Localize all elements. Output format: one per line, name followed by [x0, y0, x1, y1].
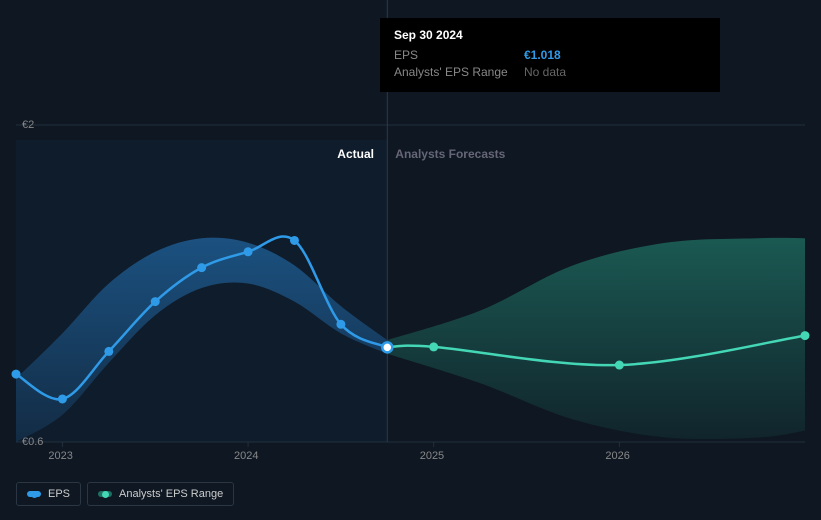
analysts-range-forecast	[387, 238, 805, 439]
y-tick-label: €0.6	[22, 436, 43, 448]
region-label-forecast: Analysts Forecasts	[395, 147, 505, 161]
legend-label: Analysts' EPS Range	[119, 488, 223, 500]
region-label-actual: Actual	[337, 147, 374, 161]
eps-forecast-marker[interactable]	[615, 361, 624, 370]
eps-chart: Sep 30 2024 EPS €1.018 Analysts' EPS Ran…	[0, 0, 821, 520]
eps-marker[interactable]	[104, 347, 113, 356]
eps-forecast-marker[interactable]	[801, 331, 810, 340]
x-tick-label: 2023	[48, 450, 72, 462]
legend-swatch-icon	[27, 491, 41, 497]
x-tick-label: 2025	[420, 450, 444, 462]
legend-item[interactable]: EPS	[16, 482, 81, 506]
x-tick-label: 2024	[234, 450, 258, 462]
cursor-marker[interactable]	[382, 342, 392, 352]
tooltip-eps-value: €1.018	[524, 48, 561, 62]
eps-marker[interactable]	[336, 320, 345, 329]
tooltip-range-value: No data	[524, 65, 566, 79]
eps-marker[interactable]	[197, 263, 206, 272]
x-tick-label: 2026	[605, 450, 629, 462]
legend-swatch-icon	[98, 491, 112, 497]
eps-forecast-marker[interactable]	[429, 342, 438, 351]
eps-marker[interactable]	[290, 236, 299, 245]
tooltip-range-label: Analysts' EPS Range	[394, 65, 524, 79]
eps-marker[interactable]	[58, 394, 67, 403]
chart-legend: EPS Analysts' EPS Range	[16, 482, 234, 506]
chart-tooltip: Sep 30 2024 EPS €1.018 Analysts' EPS Ran…	[380, 18, 720, 92]
eps-marker[interactable]	[12, 370, 21, 379]
tooltip-eps-label: EPS	[394, 48, 524, 62]
eps-marker[interactable]	[244, 247, 253, 256]
legend-item[interactable]: Analysts' EPS Range	[87, 482, 234, 506]
legend-label: EPS	[48, 488, 70, 500]
y-tick-label: €2	[22, 119, 34, 131]
tooltip-date: Sep 30 2024	[394, 28, 706, 42]
eps-marker[interactable]	[151, 297, 160, 306]
